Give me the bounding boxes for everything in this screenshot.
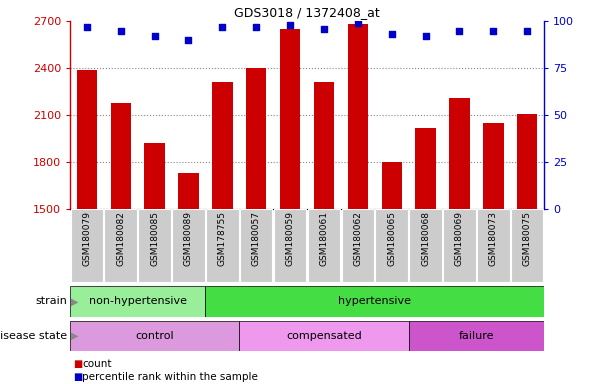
Bar (280, 29, 300, 209)
Bar (415, 128, 436, 209)
Text: count: count (82, 359, 112, 369)
Bar (449, 98, 469, 209)
Bar (172, 209, 205, 282)
Bar (206, 286, 544, 317)
Bar (477, 209, 510, 282)
Bar (409, 321, 544, 351)
Text: control: control (136, 331, 174, 341)
Bar (139, 209, 171, 282)
Text: GSM180061: GSM180061 (319, 212, 328, 266)
Text: GSM180069: GSM180069 (455, 212, 464, 266)
Text: GSM180079: GSM180079 (82, 212, 91, 266)
Bar (145, 144, 165, 209)
Text: GSM180059: GSM180059 (286, 212, 295, 266)
Text: compensated: compensated (286, 331, 362, 341)
Text: GSM180062: GSM180062 (353, 212, 362, 266)
Text: GSM180089: GSM180089 (184, 212, 193, 266)
Text: GSM178755: GSM178755 (218, 212, 227, 266)
Point (82, 24, 92, 30)
Bar (483, 123, 503, 209)
Bar (71, 209, 103, 282)
Text: GSM180085: GSM180085 (150, 212, 159, 266)
Bar (443, 209, 475, 282)
Bar (348, 24, 368, 209)
Text: ■: ■ (73, 372, 82, 382)
Bar (240, 209, 272, 282)
Text: ▶: ▶ (71, 296, 78, 306)
Point (455, 28, 465, 34)
Bar (382, 162, 402, 209)
Title: GDS3018 / 1372408_at: GDS3018 / 1372408_at (234, 5, 380, 18)
Bar (409, 209, 442, 282)
Text: percentile rank within the sample: percentile rank within the sample (82, 372, 258, 382)
Bar (246, 68, 266, 209)
Text: hypertensive: hypertensive (338, 296, 411, 306)
Point (421, 33, 430, 39)
Bar (206, 209, 238, 282)
Bar (274, 209, 306, 282)
Point (387, 31, 396, 37)
Bar (77, 70, 97, 209)
Bar (342, 209, 374, 282)
Text: GSM180065: GSM180065 (387, 212, 396, 266)
Point (251, 24, 261, 30)
Text: strain: strain (35, 296, 67, 306)
Text: GSM180068: GSM180068 (421, 212, 430, 266)
Point (116, 28, 126, 34)
Text: non-hypertensive: non-hypertensive (89, 296, 187, 306)
Bar (105, 209, 137, 282)
Point (319, 26, 329, 32)
Bar (240, 321, 409, 351)
Point (488, 28, 498, 34)
Bar (314, 82, 334, 209)
Text: disease state: disease state (0, 331, 67, 341)
Text: ▶: ▶ (71, 331, 78, 341)
Bar (178, 173, 199, 209)
Point (522, 28, 532, 34)
Text: GSM180082: GSM180082 (116, 212, 125, 266)
Point (285, 22, 295, 28)
Text: ■: ■ (73, 359, 82, 369)
Bar (511, 209, 544, 282)
Bar (111, 103, 131, 209)
Bar (376, 209, 408, 282)
Text: failure: failure (458, 331, 494, 341)
Text: GSM180073: GSM180073 (489, 212, 498, 266)
Bar (70, 286, 206, 317)
Text: GSM180075: GSM180075 (523, 212, 532, 266)
Bar (308, 209, 340, 282)
Bar (70, 321, 240, 351)
Point (184, 37, 193, 43)
Bar (212, 82, 232, 209)
Bar (517, 114, 537, 209)
Point (353, 20, 363, 26)
Point (218, 24, 227, 30)
Text: GSM180057: GSM180057 (252, 212, 261, 266)
Point (150, 33, 159, 39)
